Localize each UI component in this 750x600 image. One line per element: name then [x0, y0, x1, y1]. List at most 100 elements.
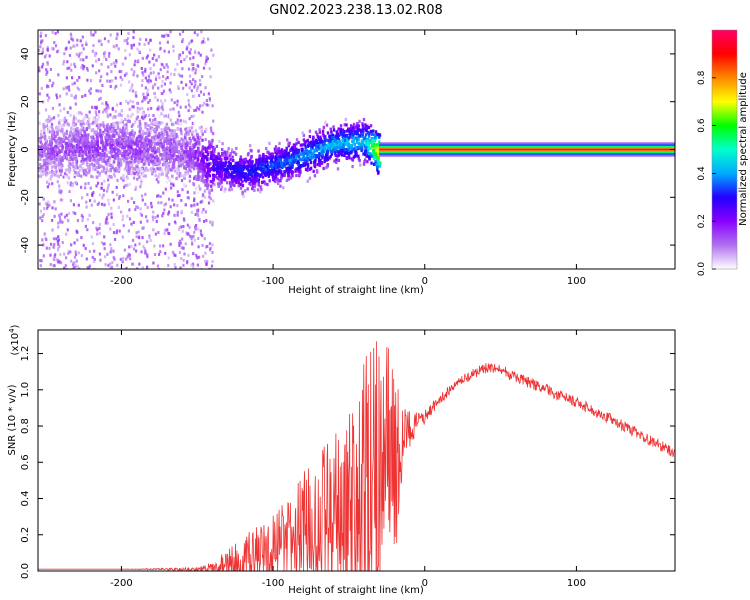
spectrogram-cell — [335, 158, 338, 162]
spectrogram-cell — [205, 154, 208, 159]
spectrogram-cell — [182, 158, 185, 162]
spectrogram-cell — [121, 142, 124, 146]
spectrogram-cell — [370, 137, 373, 141]
spectrogram-cell — [87, 158, 90, 162]
spectrogram-cell — [357, 157, 361, 161]
spectrogram-cell — [207, 165, 210, 169]
spectrogram-cell — [51, 30, 54, 34]
spectrogram-cell — [184, 166, 188, 171]
spectrogram-cell — [50, 165, 54, 170]
spectrogram-cell — [193, 199, 196, 203]
spectrogram-cell — [257, 178, 261, 182]
spectrogram-cell — [131, 100, 135, 104]
spectrogram-cell — [165, 180, 169, 184]
spectrogram-cell — [376, 132, 379, 136]
spectrogram-cell — [227, 172, 231, 176]
spectrogram-cell — [60, 165, 64, 170]
spectrogram-cell — [191, 235, 194, 239]
spectrogram-cell — [80, 146, 83, 150]
spectrogram-cell — [343, 153, 346, 157]
spectrogram-cell — [135, 155, 139, 159]
spectrogram-cell — [73, 81, 76, 85]
spectrogram-cell — [176, 135, 179, 139]
spectrogram-cell — [135, 152, 138, 156]
spectrogram-cell — [224, 187, 227, 191]
spectrogram-cell — [152, 163, 155, 167]
spectrogram-cell — [196, 150, 200, 154]
spectrogram-cell — [203, 169, 207, 174]
spectrogram-cell — [274, 145, 278, 149]
spectrogram-cell — [109, 126, 112, 130]
spectrogram-cell — [128, 88, 132, 92]
spectrogram-cell — [159, 140, 163, 144]
spectrogram-cell — [124, 129, 127, 133]
spectrogram-cell — [160, 84, 163, 88]
spectrogram-cell — [198, 78, 202, 82]
spectrogram-cell — [164, 99, 167, 103]
spectrogram-cell — [112, 44, 115, 48]
spectrogram-cell — [321, 149, 325, 153]
spectrogram-cell — [218, 167, 221, 171]
spectrogram-cell — [343, 147, 346, 152]
spectrogram-cell — [139, 185, 142, 189]
spectrogram-cell — [355, 130, 359, 134]
spectrogram-cell — [57, 158, 60, 162]
spectrogram-cell — [210, 188, 214, 192]
spectrogram-cell — [107, 198, 110, 202]
spectrogram-cell — [58, 103, 61, 107]
spectrogram-cell — [337, 127, 340, 131]
spectrogram-cell — [82, 169, 85, 173]
spectrogram-cell — [266, 165, 269, 170]
spectrogram-cell — [334, 143, 337, 147]
spectrogram-cell — [314, 138, 318, 142]
spectrogram-cell — [345, 134, 349, 138]
spectrogram-cell — [117, 113, 120, 117]
spectrogram-cell — [147, 159, 150, 163]
spectrogram-cell — [253, 165, 256, 169]
spectrogram-cell — [66, 66, 69, 70]
spectrogram-cell — [180, 179, 184, 183]
spectrogram-cell — [236, 164, 240, 168]
spectrogram-cell — [76, 86, 79, 90]
spectrogram-cell — [94, 118, 98, 122]
spectrogram-cell — [75, 136, 78, 141]
spectrogram-cell — [39, 171, 43, 175]
spectrogram-cell — [112, 133, 115, 138]
spectrogram-cell — [218, 163, 221, 167]
spectrogram-cell — [61, 145, 65, 149]
spectrogram-cell — [103, 203, 106, 207]
spectrogram-cell — [196, 85, 200, 89]
spectrogram-cell — [84, 182, 87, 186]
spectrogram-cell — [197, 51, 200, 55]
spectrogram-cell — [309, 140, 313, 144]
spectrogram-cell — [50, 125, 54, 129]
spectrogram-cell — [330, 152, 333, 156]
spectrogram-cell — [312, 135, 315, 139]
spectrogram-cell — [46, 112, 49, 116]
spectrogram-cell — [195, 161, 198, 165]
spectrogram-cell — [295, 138, 299, 142]
spectrogram-cell — [175, 176, 178, 181]
spectrogram-cell — [111, 154, 114, 159]
spectrogram-cell — [134, 142, 137, 146]
colorbar-frame — [711, 29, 738, 270]
spectrogram-cell — [342, 136, 345, 141]
spectrogram-cell — [84, 147, 87, 151]
spectrogram-cell — [177, 164, 181, 168]
spectrogram-cell — [66, 219, 70, 223]
spectrogram-cell — [46, 206, 49, 210]
spectrogram-cell — [204, 251, 207, 255]
spectrogram-cell — [207, 183, 210, 187]
spectrogram-cell — [366, 140, 369, 144]
spectrogram-cell — [172, 44, 175, 48]
spectrogram-cell — [154, 141, 157, 145]
spectrogram-cell — [205, 262, 208, 266]
spectrogram-cell — [67, 123, 71, 127]
spectrogram-cell — [182, 246, 185, 250]
spectrogram-cell — [78, 267, 81, 269]
spectrogram-cell — [218, 178, 221, 182]
spectrogram-cell — [113, 174, 116, 178]
spectrogram-cell — [194, 83, 197, 87]
spectrogram-cell — [212, 53, 215, 57]
spectrogram-cell — [54, 158, 57, 162]
